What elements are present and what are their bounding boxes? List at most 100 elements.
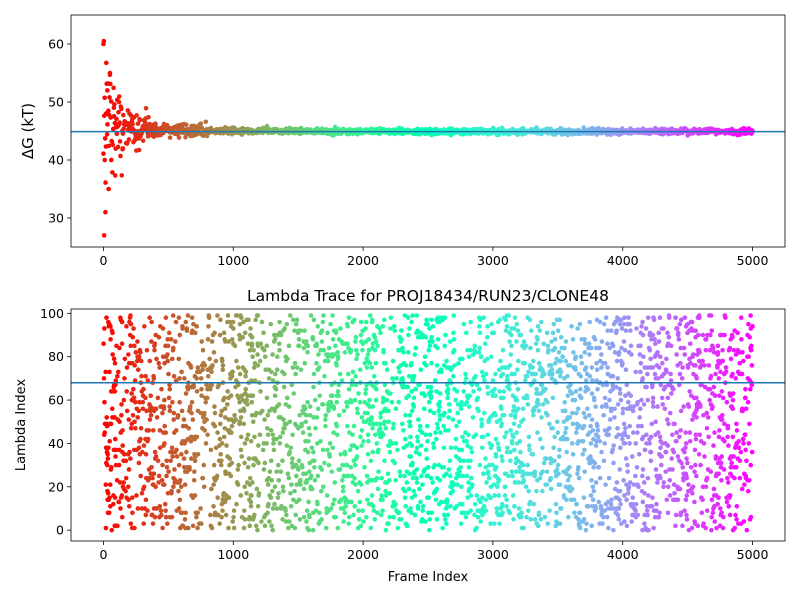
lambda-point (655, 350, 660, 355)
lambda-point (578, 354, 584, 360)
lambda-point (722, 332, 727, 338)
lambda-point (453, 475, 459, 481)
lambda-point (319, 517, 324, 522)
lambda-point (379, 475, 384, 481)
lambda-point (722, 421, 727, 427)
lambda-point (587, 430, 592, 435)
lambda-point (630, 430, 636, 435)
lambda-point (569, 324, 574, 329)
lambda-point (715, 365, 720, 370)
lambda-y-tick-label: 40 (48, 436, 64, 451)
delta-g-point (119, 173, 125, 178)
lambda-point (617, 497, 622, 503)
lambda-point (427, 326, 432, 331)
lambda-point (730, 371, 735, 377)
lambda-point (601, 458, 607, 464)
delta-g-point (120, 131, 126, 136)
lambda-point (129, 391, 134, 396)
lambda-point (570, 421, 576, 427)
lambda-point (641, 354, 646, 360)
lambda-point (666, 421, 671, 427)
lambda-point (116, 499, 122, 505)
lambda-point (743, 395, 748, 401)
delta-g-point (117, 120, 122, 125)
lambda-point (603, 482, 608, 487)
lambda-point (354, 454, 360, 459)
lambda-point (212, 404, 217, 409)
lambda-point (132, 525, 137, 531)
lambda-point (158, 508, 164, 513)
lambda-point (429, 360, 434, 366)
lambda-point (296, 467, 301, 472)
lambda-point (427, 343, 433, 349)
lambda-point (638, 343, 643, 349)
lambda-point (228, 393, 234, 399)
lambda-point (209, 369, 214, 375)
lambda-point (558, 369, 564, 375)
lambda-point (650, 332, 656, 338)
lambda-point (648, 449, 654, 455)
lambda-point (694, 395, 699, 401)
lambda-point (508, 412, 514, 418)
lambda-point (616, 517, 622, 522)
lambda-point (428, 395, 434, 401)
lambda-point (121, 451, 127, 457)
lambda-point (121, 397, 127, 403)
lambda-point (370, 317, 375, 323)
lambda-point (599, 404, 605, 409)
lambda-point (560, 354, 566, 360)
lambda-point (577, 321, 583, 327)
lambda-point (163, 315, 169, 320)
lambda-point (411, 373, 417, 379)
lambda-point (370, 404, 376, 409)
lambda-point (264, 343, 270, 349)
lambda-point (674, 352, 679, 357)
lambda-point (233, 417, 239, 422)
lambda-point (176, 488, 181, 494)
lambda-point (550, 371, 555, 377)
lambda-point (327, 454, 333, 459)
lambda-point (479, 369, 485, 375)
lambda-point (700, 332, 706, 338)
lambda-point (162, 397, 167, 403)
lambda-point (411, 488, 417, 494)
lambda-point (464, 473, 470, 479)
lambda-point (209, 525, 215, 531)
lambda-point (358, 434, 363, 440)
lambda-point (244, 397, 250, 403)
lambda-point (504, 449, 510, 455)
lambda-point (572, 397, 578, 403)
lambda-point (108, 324, 113, 329)
lambda-point (464, 399, 470, 405)
lambda-point (445, 504, 450, 509)
lambda-point (177, 477, 183, 483)
lambda-point (734, 464, 739, 470)
lambda-point (321, 347, 327, 353)
lambda-point (280, 430, 286, 435)
lambda-point (671, 386, 676, 392)
lambda-point (544, 330, 550, 336)
lambda-point (541, 341, 546, 346)
lambda-point (191, 321, 196, 327)
lambda-point (267, 469, 273, 474)
lambda-point (168, 458, 173, 464)
lambda-point (504, 324, 510, 329)
lambda-point (563, 339, 569, 344)
lambda-point (535, 430, 540, 435)
lambda-point (141, 484, 147, 490)
lambda-point (499, 365, 505, 370)
lambda-point (262, 460, 268, 466)
lambda-point (589, 523, 594, 529)
lambda-point (571, 350, 576, 355)
lambda-point (357, 367, 363, 373)
lambda-point (344, 404, 350, 409)
lambda-point (503, 328, 509, 333)
lambda-point (517, 438, 523, 444)
lambda-point (575, 471, 580, 477)
lambda-point (135, 367, 141, 373)
lambda-point (656, 330, 661, 336)
lambda-point (259, 319, 265, 325)
lambda-point (737, 360, 742, 366)
lambda-point (120, 428, 125, 433)
lambda-point (110, 352, 115, 357)
